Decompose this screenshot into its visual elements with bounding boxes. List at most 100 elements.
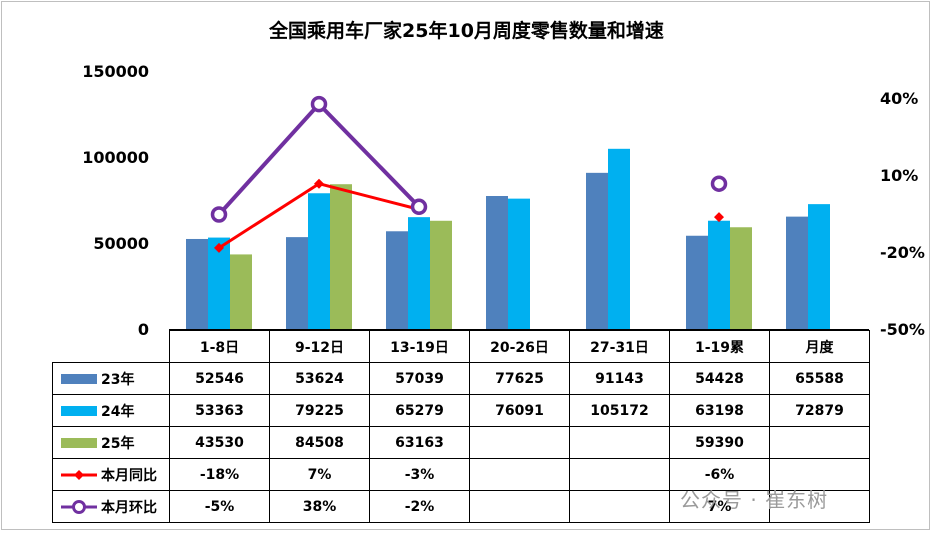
table-cell: 53363	[169, 394, 270, 427]
table-cell: 7%	[269, 458, 370, 491]
legend-entry-24: 24年	[52, 394, 170, 427]
table-cell: 43530	[169, 426, 270, 459]
table-cell: 63198	[669, 394, 770, 427]
table-cell: -3%	[369, 458, 470, 491]
category-label: 1-8日	[169, 330, 270, 363]
legend-entry-yoy: 本月同比	[52, 458, 170, 491]
table-cell: 65279	[369, 394, 470, 427]
category-label: 9-12日	[269, 330, 370, 363]
table-row-yoy: 本月同比 -18% 7% -3% -6%	[52, 458, 870, 491]
line-segment-本月同比	[318, 182, 420, 211]
table-cell: -2%	[369, 490, 470, 523]
legend-key-24	[61, 405, 97, 416]
table-cell	[769, 458, 870, 491]
point-本月同比-1-19累	[714, 212, 724, 223]
table-cell: 91143	[569, 362, 670, 395]
bar-23年-13-19日	[386, 231, 408, 329]
table-cell: 59390	[669, 426, 770, 459]
table-cell: 72879	[769, 394, 870, 427]
legend-label: 25年	[101, 435, 135, 452]
table-cell	[569, 426, 670, 459]
table-cell: 57039	[369, 362, 470, 395]
bar-23年-月度	[786, 216, 808, 329]
table-cell	[469, 426, 570, 459]
legend-key-mom	[61, 499, 97, 514]
table-cell: 77625	[469, 362, 570, 395]
line-segment-本月环比	[317, 102, 421, 209]
table-cell	[769, 426, 870, 459]
y-tick-100000: 100000	[82, 148, 149, 167]
bar-24年-13-19日	[408, 217, 430, 329]
y2-tick-minus20: -20%	[880, 243, 925, 262]
table-row-25: 25年 43530 84508 63163 59390	[52, 426, 870, 459]
point-本月同比-9-12日	[314, 178, 324, 189]
y-tick-150000: 150000	[82, 62, 149, 81]
table-row-23: 23年 52546 53624 57039 77625 91143 54428 …	[52, 362, 870, 395]
bar-25年-1-19累	[730, 227, 752, 329]
table-cell: -5%	[169, 490, 270, 523]
bar-25年-13-19日	[430, 220, 452, 329]
bar-24年-20-26日	[508, 198, 530, 329]
legend-key-25	[61, 437, 97, 448]
legend-key-23	[61, 373, 97, 384]
bar-23年-20-26日	[486, 196, 508, 329]
bar-23年-1-19累	[686, 235, 708, 329]
legend-label: 24年	[101, 403, 135, 420]
legend-label: 本月环比	[101, 499, 157, 516]
y2-tick-40: 40%	[880, 89, 919, 108]
table-cell: 7%	[669, 490, 770, 523]
bar-24年-1-8日	[208, 237, 230, 329]
legend-label: 23年	[101, 371, 135, 388]
table-cell	[569, 490, 670, 523]
point-本月环比-1-19累	[710, 175, 728, 192]
legend-entry-23: 23年	[52, 362, 170, 395]
table-cell	[469, 458, 570, 491]
bar-25年-9-12日	[330, 184, 352, 329]
bar-24年-月度	[808, 204, 830, 329]
table-cell	[769, 490, 870, 523]
point-本月环比-13-19日	[410, 198, 428, 216]
data-table: 1-8日 9-12日 13-19日 20-26日 27-31日 1-19累 月度…	[52, 330, 870, 523]
category-label: 27-31日	[569, 330, 670, 363]
table-cell: 54428	[669, 362, 770, 395]
line-segment-本月环比	[217, 102, 321, 216]
table-row-24: 24年 53363 79225 65279 76091 105172 63198…	[52, 394, 870, 427]
y-tick-50000: 50000	[93, 234, 149, 253]
table-cell: -18%	[169, 458, 270, 491]
table-cell: 38%	[269, 490, 370, 523]
point-本月环比-9-12日	[310, 95, 328, 113]
watermark: 公众号 · 崔东树	[680, 488, 829, 512]
category-label: 20-26日	[469, 330, 570, 363]
bar-24年-27-31日	[608, 148, 630, 329]
table-row-mom: 本月环比 -5% 38% -2% 7%	[52, 490, 870, 523]
y2-tick-minus50: -50%	[880, 320, 925, 339]
bar-23年-9-12日	[286, 237, 308, 329]
bar-23年-27-31日	[586, 172, 608, 329]
table-cell	[469, 490, 570, 523]
y-tick-0: 0	[137, 320, 149, 339]
line-segment-本月同比	[218, 182, 320, 250]
legend-key-yoy	[61, 469, 97, 480]
category-label: 1-19累	[669, 330, 770, 363]
table-cell: 65588	[769, 362, 870, 395]
table-cell: 53624	[269, 362, 370, 395]
table-cell: 79225	[269, 394, 370, 427]
bar-24年-9-12日	[308, 193, 330, 329]
legend-entry-25: 25年	[52, 426, 170, 459]
legend-entry-mom: 本月环比	[52, 490, 170, 523]
category-label: 月度	[769, 330, 870, 363]
table-cell: 52546	[169, 362, 270, 395]
chart-title: 全国乘用车厂家25年10月周度零售数量和增速	[269, 20, 664, 42]
table-cell: 76091	[469, 394, 570, 427]
table-cell: 63163	[369, 426, 470, 459]
point-本月同比-1-8日	[214, 242, 224, 253]
y2-tick-10: 10%	[880, 166, 919, 185]
bar-23年-1-8日	[186, 238, 208, 329]
bar-25年-1-8日	[230, 254, 252, 329]
table-cell: 84508	[269, 426, 370, 459]
point-本月环比-1-8日	[210, 206, 228, 223]
table-cell: 105172	[569, 394, 670, 427]
table-cell	[569, 458, 670, 491]
